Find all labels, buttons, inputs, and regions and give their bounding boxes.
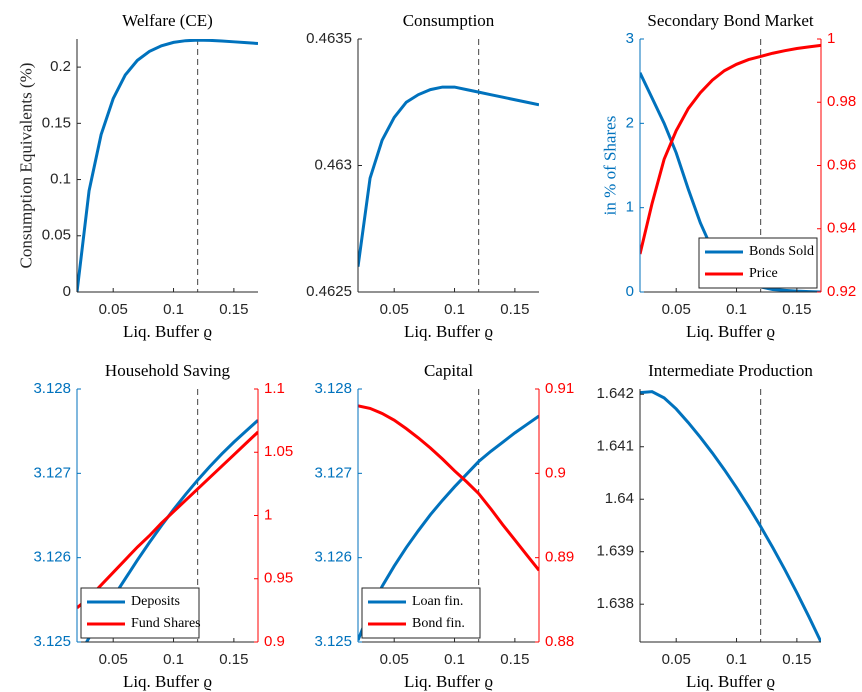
y2-tick-label: 0.96 bbox=[827, 156, 856, 173]
y2-tick-label: 0.94 bbox=[827, 220, 856, 237]
x-axis-label: Liq. Buffer ϱ bbox=[404, 322, 493, 341]
legend-box bbox=[80, 587, 200, 639]
panel-title: Secondary Bond Market bbox=[647, 11, 813, 30]
series-line bbox=[640, 43, 821, 255]
y2-tick-label: 0.9 bbox=[545, 464, 566, 481]
y-tick-label: 0.15 bbox=[42, 114, 71, 131]
y-axis-label: Consumption Equivalents (%) bbox=[17, 63, 36, 269]
panel-title: Consumption bbox=[403, 11, 495, 30]
y-tick-label: 3.127 bbox=[314, 464, 352, 481]
y-tick-label: 0.4635 bbox=[306, 30, 352, 47]
x-tick-label: 0.15 bbox=[782, 301, 811, 318]
y-tick-label: 3.126 bbox=[314, 549, 352, 566]
y-tick-label: 3.125 bbox=[314, 633, 352, 650]
series-line bbox=[358, 414, 539, 641]
y2-tick-label: 0.92 bbox=[827, 283, 856, 300]
y2-tick-label: 1.05 bbox=[264, 443, 293, 460]
panel: Intermediate Production 0.05 0.1 0.15 1.638 1… bbox=[596, 361, 821, 691]
y2-tick-label: 0.98 bbox=[827, 93, 856, 110]
legend: Deposits Fund Shares bbox=[80, 587, 201, 639]
legend-box bbox=[361, 587, 481, 639]
x-tick-label: 0.05 bbox=[662, 301, 691, 318]
x-tick-label: 0.15 bbox=[219, 651, 248, 668]
y2-tick-label: 1.1 bbox=[264, 380, 285, 397]
x-axis-label: Liq. Buffer ϱ bbox=[404, 672, 493, 691]
x-tick-label: 0.15 bbox=[500, 651, 529, 668]
y2-tick-label: 1 bbox=[264, 506, 272, 523]
y-tick-label: 0 bbox=[626, 283, 634, 300]
panel: Welfare (CE) 0.05 0.1 0.15 0 0.05 0.1 0.15 0.2 Li… bbox=[17, 11, 258, 341]
panel-title: Household Saving bbox=[105, 361, 231, 380]
y-tick-label: 3 bbox=[626, 30, 634, 47]
panel: Consumption 0.05 0.1 0.15 0.4625 0.463 0.4635 L… bbox=[306, 11, 539, 341]
series-line bbox=[77, 39, 258, 292]
panel: Secondary Bond Market 0.05 0.1 0.15 0 1 2 3 0.92… bbox=[601, 11, 857, 341]
x-axis-label: Liq. Buffer ϱ bbox=[686, 672, 775, 691]
x-tick-label: 0.05 bbox=[99, 651, 128, 668]
series-line bbox=[77, 430, 258, 609]
y-tick-label: 0.4625 bbox=[306, 283, 352, 300]
y-tick-label: 0.05 bbox=[42, 227, 71, 244]
x-tick-label: 0.1 bbox=[444, 301, 465, 318]
x-tick-label: 0.1 bbox=[163, 301, 184, 318]
y2-tick-label: 1 bbox=[827, 30, 835, 47]
y-tick-label: 0.463 bbox=[314, 156, 352, 173]
y-tick-label: 3.127 bbox=[33, 464, 71, 481]
y-tick-label: 3.125 bbox=[33, 633, 71, 650]
y-tick-label: 0.2 bbox=[50, 58, 71, 75]
y-tick-label: 0.1 bbox=[50, 171, 71, 188]
panel-title: Intermediate Production bbox=[648, 361, 813, 380]
panel: Household Saving 0.05 0.1 0.15 3.125 3.126 3.1… bbox=[33, 361, 293, 691]
legend-label: Price bbox=[749, 266, 778, 281]
y-tick-label: 1.639 bbox=[596, 543, 634, 560]
series-line bbox=[358, 404, 539, 572]
y-tick-label: 1.641 bbox=[596, 438, 634, 455]
y-tick-label: 3.128 bbox=[314, 380, 352, 397]
legend-label: Loan fin. bbox=[412, 594, 463, 609]
y-tick-label: 3.126 bbox=[33, 549, 71, 566]
x-tick-label: 0.05 bbox=[99, 301, 128, 318]
legend: Loan fin. Bond fin. bbox=[361, 587, 481, 639]
y-tick-label: 1.638 bbox=[596, 595, 634, 612]
x-tick-label: 0.1 bbox=[726, 301, 747, 318]
legend-label: Deposits bbox=[131, 594, 180, 609]
x-tick-label: 0.15 bbox=[500, 301, 529, 318]
panel-title: Capital bbox=[424, 361, 473, 380]
y2-tick-label: 0.88 bbox=[545, 633, 574, 650]
x-tick-label: 0.1 bbox=[726, 651, 747, 668]
legend-label: Bonds Sold bbox=[749, 244, 814, 259]
legend-box bbox=[698, 237, 818, 289]
y-tick-label: 1.642 bbox=[596, 385, 634, 402]
y-tick-label: 2 bbox=[626, 114, 634, 131]
x-axis-label: Liq. Buffer ϱ bbox=[123, 672, 212, 691]
series-line bbox=[640, 390, 821, 642]
y2-tick-label: 0.91 bbox=[545, 380, 574, 397]
x-axis-label: Liq. Buffer ϱ bbox=[686, 322, 775, 341]
y2-tick-label: 0.89 bbox=[545, 549, 574, 566]
x-tick-label: 0.1 bbox=[163, 651, 184, 668]
x-tick-label: 0.05 bbox=[662, 651, 691, 668]
y2-tick-label: 0.95 bbox=[264, 570, 293, 587]
panel: Capital 0.05 0.1 0.15 3.125 3.126 3.127 3.128 0.… bbox=[314, 361, 574, 691]
legend: Bonds Sold Price bbox=[698, 237, 818, 289]
x-tick-label: 0.15 bbox=[219, 301, 248, 318]
legend-label: Fund Shares bbox=[131, 616, 201, 631]
x-tick-label: 0.15 bbox=[782, 651, 811, 668]
x-tick-label: 0.1 bbox=[444, 651, 465, 668]
y-tick-label: 1 bbox=[626, 199, 634, 216]
y-axis-label: in % of Shares bbox=[601, 116, 620, 216]
x-axis-label: Liq. Buffer ϱ bbox=[123, 322, 212, 341]
y-tick-label: 1.64 bbox=[605, 490, 634, 507]
y-tick-label: 3.128 bbox=[33, 380, 71, 397]
y2-tick-label: 0.9 bbox=[264, 633, 285, 650]
y-tick-label: 0 bbox=[63, 283, 71, 300]
x-tick-label: 0.05 bbox=[380, 651, 409, 668]
legend-label: Bond fin. bbox=[412, 616, 465, 631]
series-line bbox=[358, 85, 539, 267]
x-tick-label: 0.05 bbox=[380, 301, 409, 318]
panel-title: Welfare (CE) bbox=[122, 11, 213, 30]
